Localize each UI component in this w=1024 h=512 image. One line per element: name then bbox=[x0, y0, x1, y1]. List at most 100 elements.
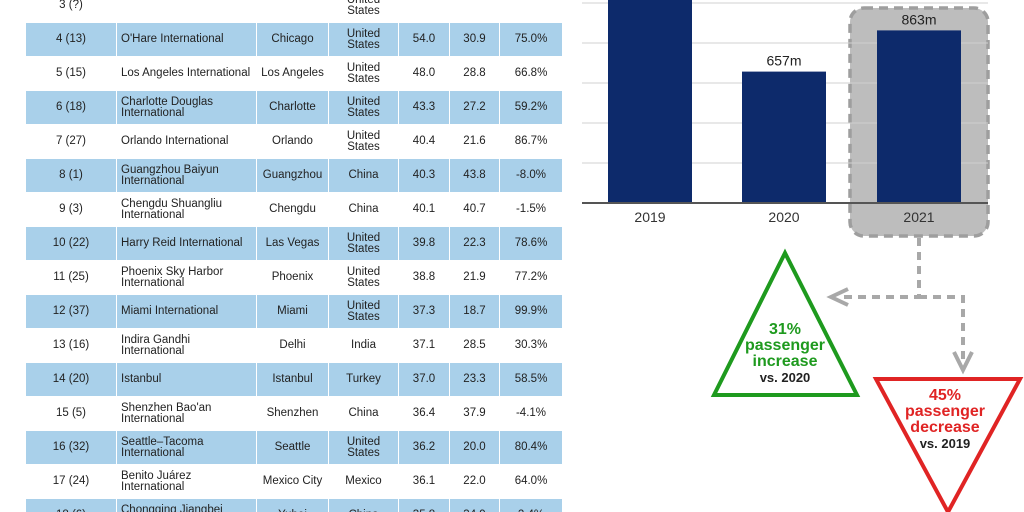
country-cell: China bbox=[328, 192, 399, 227]
change-cell: -1.5% bbox=[499, 192, 562, 227]
tick-label-2021: 2021 bbox=[903, 209, 934, 225]
country-cell: United States bbox=[328, 90, 399, 125]
rank-cell: 7 (27) bbox=[25, 124, 117, 159]
city-cell: Guangzhou bbox=[256, 158, 329, 193]
arrowhead-left-icon bbox=[826, 287, 849, 307]
table-row: 4 (13) O'Hare International Chicago United … bbox=[25, 22, 562, 57]
rank-cell: 6 (18) bbox=[25, 90, 117, 125]
airport-name-cell: Los Angeles International bbox=[116, 56, 257, 91]
city-cell: Phoenix bbox=[256, 260, 329, 295]
passengers-2021-cell: 54.0 bbox=[398, 22, 450, 57]
rank-cell: 12 (37) bbox=[25, 294, 117, 329]
table-row: 3 (?) United States bbox=[25, 0, 562, 23]
airport-name-cell: Chengdu Shuangliu International bbox=[116, 192, 257, 227]
table-row: 16 (32) Seattle–Tacoma International Seatt… bbox=[25, 430, 562, 465]
city-cell: Las Vegas bbox=[256, 226, 329, 261]
table-row: 18 (6)Chongqing Jiangbei InternationalYu… bbox=[25, 498, 562, 512]
passengers-2020-cell: 18.7 bbox=[449, 294, 500, 329]
passenger-chart: 2019 657m 2020 863m 2021 bbox=[560, 0, 1024, 512]
country-cell: China bbox=[328, 158, 399, 193]
passengers-2021-cell: 36.2 bbox=[398, 430, 450, 465]
country-cell: China bbox=[328, 498, 399, 512]
decrease-word1: passenger bbox=[904, 403, 986, 420]
airport-name-cell: Charlotte Douglas International bbox=[116, 90, 257, 125]
passengers-2020-cell: 20.0 bbox=[449, 430, 500, 465]
country-cell: India bbox=[328, 328, 399, 363]
passengers-2021-cell: 37.0 bbox=[398, 362, 450, 397]
country-cell: United States bbox=[328, 260, 399, 295]
change-cell: 58.5% bbox=[499, 362, 562, 397]
country-cell: Turkey bbox=[328, 362, 399, 397]
country-cell: United States bbox=[328, 430, 399, 465]
change-cell: 77.2% bbox=[499, 260, 562, 295]
passengers-2020-cell: 34.9 bbox=[449, 498, 500, 512]
arrowhead-down-icon bbox=[952, 351, 974, 375]
passengers-2021-cell: 40.3 bbox=[398, 158, 450, 193]
data-label-2020: 657m bbox=[766, 53, 801, 69]
city-cell: Orlando bbox=[256, 124, 329, 159]
change-cell bbox=[499, 0, 562, 23]
bar-2020 bbox=[742, 71, 826, 203]
passengers-2021-cell: 39.8 bbox=[398, 226, 450, 261]
rank-cell: 18 (6) bbox=[25, 498, 117, 512]
table-row: 10 (22) Harry Reid International Las Vegas… bbox=[25, 226, 562, 261]
table-row: 13 (16) Indira Gandhi International Delhi I… bbox=[25, 328, 562, 363]
table-row: 14 (20) Istanbul Istanbul Turkey 37.0 23.3 58.… bbox=[25, 362, 562, 397]
city-cell: Charlotte bbox=[256, 90, 329, 125]
change-cell: 80.4% bbox=[499, 430, 562, 465]
increase-callout-text: 31% passenger increase vs. 2020 bbox=[725, 322, 845, 386]
rank-cell: 15 (5) bbox=[25, 396, 117, 431]
decrease-word2: decrease bbox=[910, 419, 980, 436]
passengers-2021-cell: 37.1 bbox=[398, 328, 450, 363]
city-cell: Istanbul bbox=[256, 362, 329, 397]
passengers-2021-cell: 40.1 bbox=[398, 192, 450, 227]
table-row: 12 (37) Miami International Miami United St… bbox=[25, 294, 562, 329]
increase-pct: 31% bbox=[768, 321, 802, 338]
passengers-2020-cell: 21.6 bbox=[449, 124, 500, 159]
city-cell: Miami bbox=[256, 294, 329, 329]
increase-word2: increase bbox=[752, 353, 818, 370]
city-cell: Seattle bbox=[256, 430, 329, 465]
airport-name-cell: O'Hare International bbox=[116, 22, 257, 57]
rank-cell: 13 (16) bbox=[25, 328, 117, 363]
country-cell: Mexico bbox=[328, 464, 399, 499]
airport-name-cell: Benito Juárez International bbox=[116, 464, 257, 499]
table-row: 17 (24) Benito Juárez International Mexico… bbox=[25, 464, 562, 499]
bar-2021 bbox=[877, 30, 961, 204]
country-cell: United States bbox=[328, 294, 399, 329]
passengers-2020-cell: 22.3 bbox=[449, 226, 500, 261]
passengers-2020-cell: 23.3 bbox=[449, 362, 500, 397]
city-cell: Chengdu bbox=[256, 192, 329, 227]
airport-name-cell: Miami International bbox=[116, 294, 257, 329]
passengers-2020-cell: 37.9 bbox=[449, 396, 500, 431]
passengers-2020-cell: 43.8 bbox=[449, 158, 500, 193]
passengers-2021-cell: 36.1 bbox=[398, 464, 450, 499]
passengers-2021-cell bbox=[398, 0, 450, 23]
connector-to-decrease bbox=[919, 295, 965, 362]
change-cell: 64.0% bbox=[499, 464, 562, 499]
country-cell: United States bbox=[328, 124, 399, 159]
passengers-2020-cell: 22.0 bbox=[449, 464, 500, 499]
passengers-2021-cell: 48.0 bbox=[398, 56, 450, 91]
decrease-ref: vs. 2019 bbox=[919, 436, 971, 451]
country-cell: China bbox=[328, 396, 399, 431]
city-cell: Delhi bbox=[256, 328, 329, 363]
increase-ref: vs. 2020 bbox=[759, 370, 811, 385]
rank-cell: 17 (24) bbox=[25, 464, 117, 499]
passengers-2020-cell: 28.8 bbox=[449, 56, 500, 91]
change-cell: -8.0% bbox=[499, 158, 562, 193]
rank-cell: 8 (1) bbox=[25, 158, 117, 193]
passengers-2020-cell bbox=[449, 0, 500, 23]
table-row: 5 (15) Los Angeles International Los Angel… bbox=[25, 56, 562, 91]
data-label-2021: 863m bbox=[901, 11, 936, 27]
passengers-2020-cell: 30.9 bbox=[449, 22, 500, 57]
airport-name-cell: Phoenix Sky Harbor International bbox=[116, 260, 257, 295]
city-cell: Shenzhen bbox=[256, 396, 329, 431]
country-cell: United States bbox=[328, 22, 399, 57]
rank-cell: 3 (?) bbox=[25, 0, 117, 23]
airport-name-cell: Harry Reid International bbox=[116, 226, 257, 261]
rank-cell: 10 (22) bbox=[25, 226, 117, 261]
passengers-2021-cell: 40.4 bbox=[398, 124, 450, 159]
table-row: 6 (18) Charlotte Douglas International Cha… bbox=[25, 90, 562, 125]
